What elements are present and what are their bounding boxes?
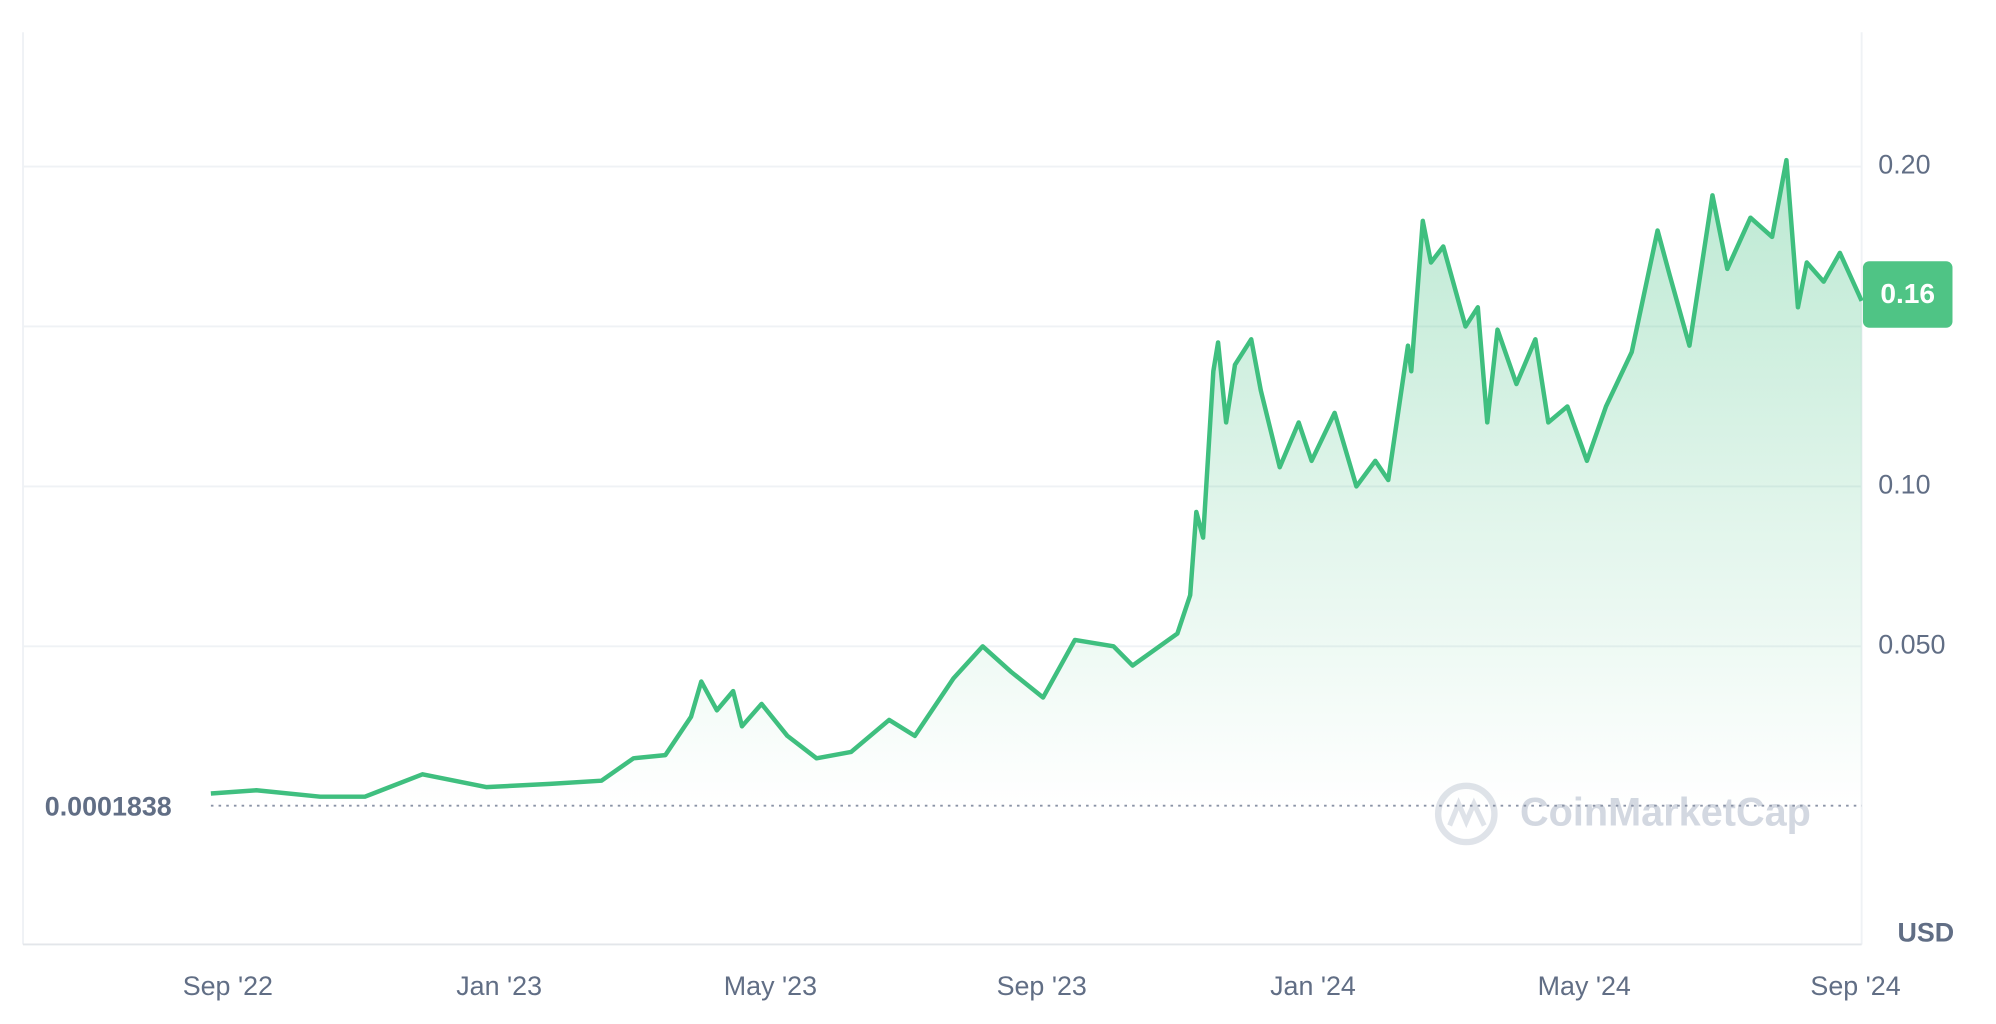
price-line: [210, 157, 1864, 799]
baseline-label: 0.0001838: [45, 791, 172, 821]
current-price-label: 0.16: [1880, 278, 1935, 309]
current-price-badge: [1862, 261, 1953, 328]
x-tick-label: Jan '24: [1270, 971, 1356, 1001]
x-tick-label: May '24: [1538, 971, 1631, 1001]
y-tick-label: 0.20: [1878, 150, 1930, 180]
y-tick-label: 0.10: [1878, 470, 1930, 500]
x-tick-label: Sep '23: [997, 971, 1087, 1001]
x-tick-label: Jan '23: [456, 971, 542, 1001]
area: [210, 160, 1862, 806]
x-tick-label: Sep '24: [1810, 971, 1900, 1001]
x-tick-label: Sep '22: [183, 971, 273, 1001]
currency-label: USD: [1897, 917, 1954, 947]
y-tick-label: 0.050: [1878, 629, 1945, 659]
x-tick-label: May '23: [724, 971, 817, 1001]
